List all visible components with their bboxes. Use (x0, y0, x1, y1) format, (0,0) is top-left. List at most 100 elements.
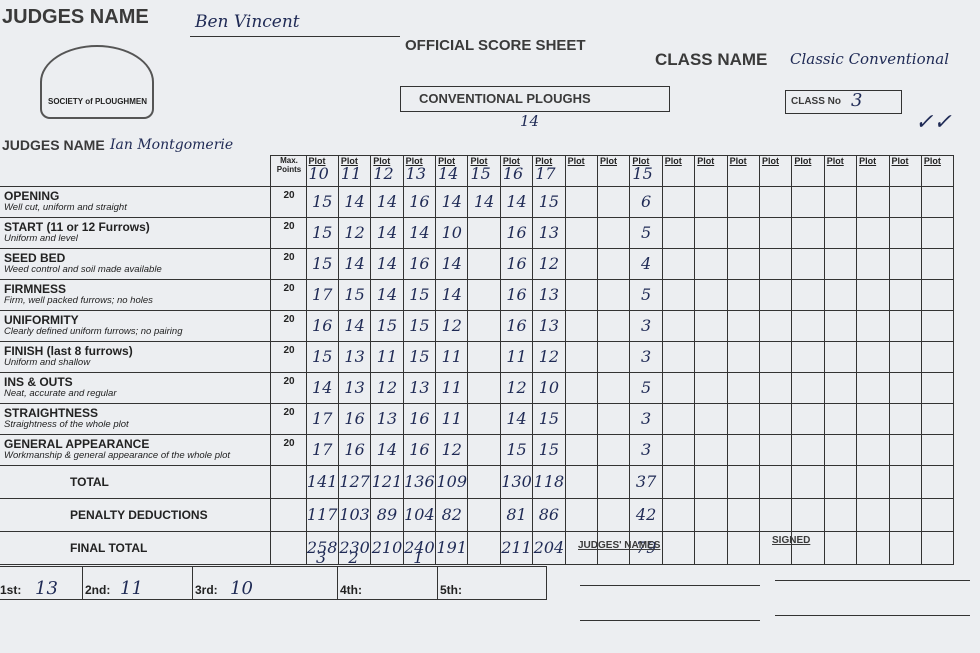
score (758, 216, 793, 249)
score: 14 (370, 247, 404, 280)
total-score (597, 497, 631, 532)
total-score (920, 530, 955, 565)
total-score: 117 (305, 497, 339, 532)
place-divider (82, 566, 83, 600)
score (661, 216, 696, 249)
total-score: 104 (402, 497, 437, 532)
score (791, 340, 825, 373)
score (888, 185, 922, 218)
score: 13 (532, 309, 566, 342)
plot-header: Plot (791, 155, 825, 187)
score (661, 371, 696, 404)
criterion-description: Uniform and level (4, 232, 78, 244)
plot-label: Plot (567, 156, 585, 166)
check-marks: ✓✓ (915, 110, 952, 135)
total-score: 81 (499, 497, 534, 532)
total-score (758, 497, 793, 532)
score (823, 402, 858, 435)
plot-label: Plot (340, 156, 358, 166)
score: 11 (370, 340, 404, 373)
score: 15 (402, 278, 437, 311)
score: 3 (629, 309, 663, 342)
score: 15 (370, 309, 404, 342)
score (564, 433, 599, 466)
score (856, 402, 890, 435)
place-label: 1st: (0, 583, 22, 597)
total-score (791, 497, 825, 532)
score (694, 433, 728, 466)
total-score (467, 464, 501, 499)
place-label: 5th: (440, 583, 462, 597)
total-score: 136 (402, 464, 437, 499)
criterion-description: Uniform and shallow (4, 356, 91, 368)
total-score: 258 (305, 530, 339, 565)
score: 16 (402, 402, 437, 435)
class-no-box: CLASS No 3 (785, 90, 902, 114)
ranking: 1 (413, 548, 424, 567)
score (726, 278, 760, 311)
score: 5 (629, 216, 663, 249)
subtitle: CONVENTIONAL PLOUGHS (419, 91, 591, 106)
criterion-name: OPENING (4, 188, 60, 203)
plot-number: 17 (535, 164, 556, 183)
score (726, 216, 760, 249)
criterion-name: FIRMNESS (4, 281, 67, 296)
score: 17 (305, 433, 339, 466)
plot-number: 12 (373, 164, 394, 183)
score (694, 247, 728, 280)
score (856, 278, 890, 311)
blank-cell (269, 530, 307, 565)
score: 11 (435, 340, 469, 373)
total-score (726, 530, 760, 565)
score (791, 185, 825, 218)
plot-label: Plot (794, 156, 812, 166)
score: 12 (370, 371, 404, 404)
plot-header: Plot (856, 155, 890, 187)
score (597, 309, 631, 342)
total-score (467, 497, 501, 532)
total-score (564, 464, 599, 499)
plot-label: Plot (600, 156, 618, 166)
total-score (856, 530, 890, 565)
ranking: 3 (316, 548, 327, 567)
criterion-description: Workmanship & general appearance of the … (4, 449, 231, 461)
score (920, 309, 955, 342)
score: 13 (532, 216, 566, 249)
criterion-name: GENERAL APPEARANCE (4, 436, 150, 451)
criterion-row: SEED BED Weed control and soil made avail… (0, 247, 955, 280)
logo: SOCIETY of PLOUGHMEN (40, 45, 154, 119)
score (920, 278, 955, 311)
criterion-description: Weed control and soil made available (4, 263, 162, 275)
score: 16 (337, 402, 372, 435)
score (758, 278, 793, 311)
score (661, 309, 696, 342)
score (823, 247, 858, 280)
score (467, 402, 501, 435)
criterion-description: Well cut, uniform and straight (4, 201, 127, 213)
score (823, 185, 858, 218)
plot-number: 15 (632, 164, 653, 183)
score: 13 (370, 402, 404, 435)
score (597, 216, 631, 249)
score: 13 (402, 371, 437, 404)
score: 14 (435, 185, 469, 218)
plot-header: Plot (564, 155, 599, 187)
max-points: 20 (269, 371, 307, 404)
plot-header: Plot (661, 155, 696, 187)
judge2-name: Ian Montgomerie (110, 137, 234, 153)
total-score (920, 464, 955, 499)
plot-header: Plot 12 (370, 155, 404, 187)
score (888, 309, 922, 342)
plot-header: Plot (920, 155, 955, 187)
score: 3 (629, 433, 663, 466)
plot-label: Plot (405, 156, 423, 166)
score: 5 (629, 278, 663, 311)
score (726, 340, 760, 373)
total-score: 82 (435, 497, 469, 532)
total-row: TOTAL 141 127 121 136 109 130 118 37 (0, 464, 955, 499)
signed-label: SIGNED (772, 535, 811, 546)
score (856, 247, 890, 280)
criterion-name: FINISH (last 8 furrows) (4, 343, 133, 358)
score (694, 216, 728, 249)
score (564, 185, 599, 218)
